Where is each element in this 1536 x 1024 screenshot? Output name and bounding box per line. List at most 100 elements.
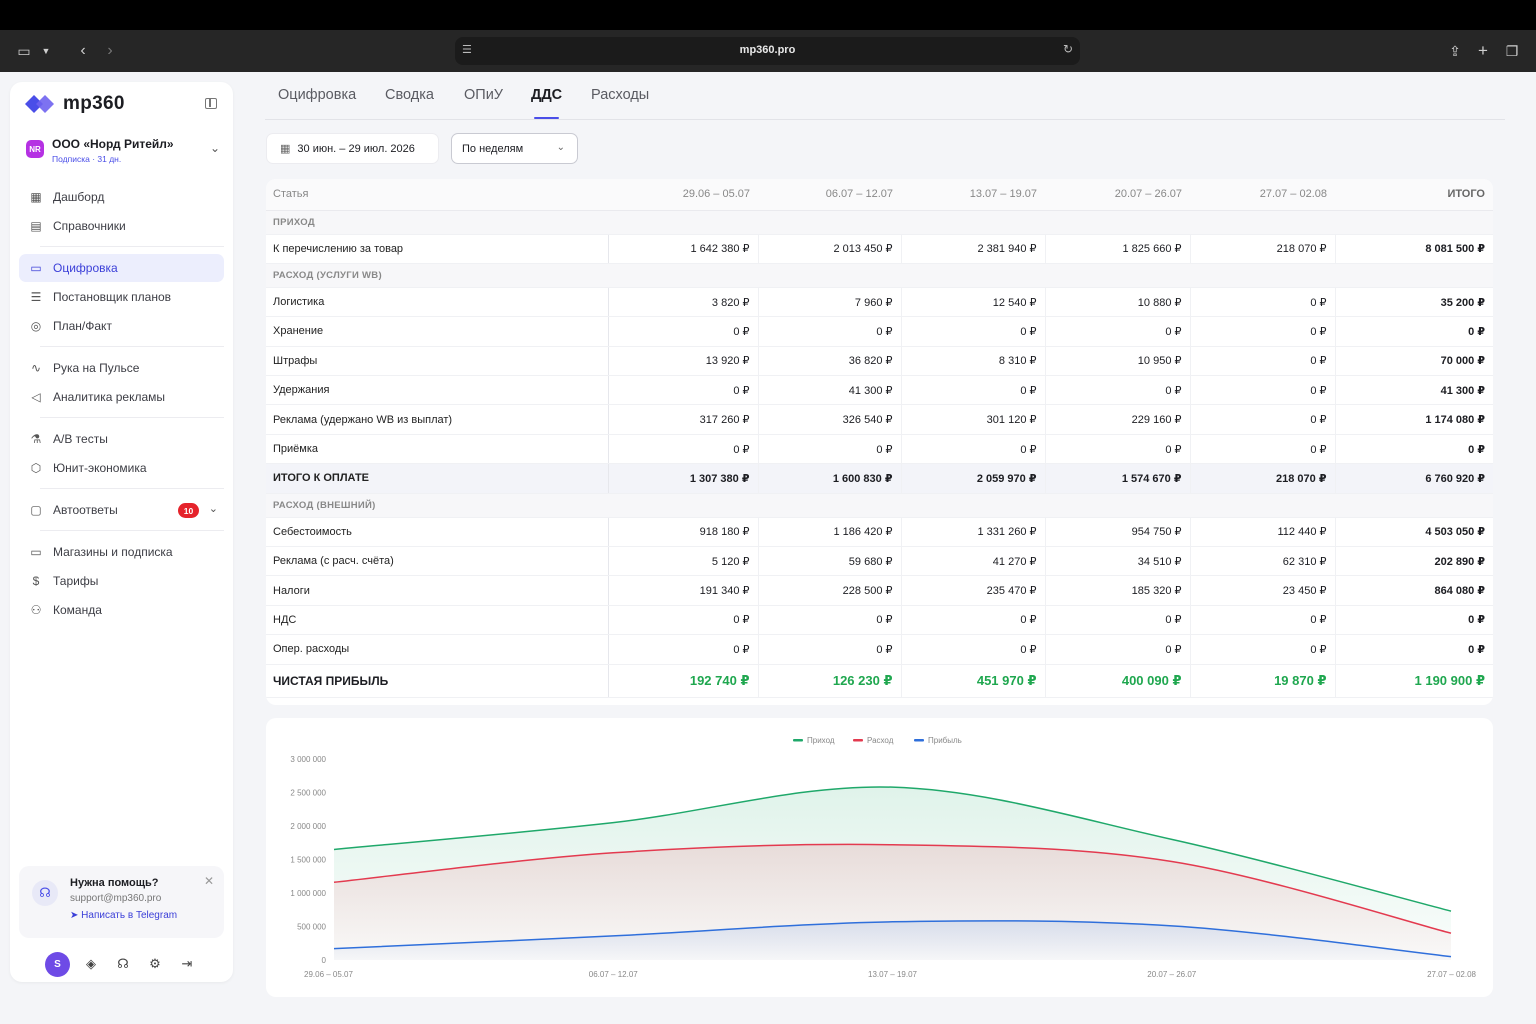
table-cell: 41 270 ₽ (900, 546, 1045, 577)
row-label: Налоги (266, 575, 609, 606)
cashflow-chart: 0 500 000 1 000 000 1 500 000 2 000 000 2 500… (266, 718, 1493, 997)
collapse-sidebar-icon[interactable] (205, 98, 217, 109)
calendar-icon: ▦ (280, 143, 291, 155)
help-email[interactable]: support@mp360.pro (70, 893, 162, 904)
chevron-down-icon[interactable]: ⌄ (208, 503, 218, 515)
sidebar-item-plan-fact[interactable]: ◎ План/Факт (19, 312, 224, 340)
tabs-overview-icon[interactable]: ❐ (1505, 42, 1519, 59)
dollar-icon: $ (32, 574, 40, 588)
table-cell: 19 870 ₽ (1189, 664, 1335, 698)
series-line-1 (333, 843, 1452, 934)
logo[interactable]: mp360 (23, 93, 125, 115)
tab-summary[interactable]: Сводка (385, 87, 434, 103)
chart-svg: 0 500 000 1 000 000 1 500 000 2 000 000 2 500… (290, 736, 1476, 979)
sidebar-item-planner[interactable]: ☰ Постановщик планов (19, 283, 224, 311)
date-range-picker[interactable]: ▦ 30 июн. – 29 июл. 2026 (266, 133, 439, 164)
back-icon[interactable]: ‹ (80, 42, 86, 59)
tab-expenses[interactable]: Расходы (591, 87, 650, 103)
address-bar[interactable]: ☰ mp360.pro ↻ (455, 37, 1080, 65)
sidebar-item-autoreplies[interactable]: ▢ Автоответы 10 ⌄ (19, 496, 224, 524)
headset-icon: ☊ (32, 880, 58, 906)
tab-digitization[interactable]: Оцифровка (278, 87, 357, 103)
legend-swatch (914, 739, 924, 742)
table-cell: 301 120 ₽ (900, 404, 1045, 435)
table-cell: 0 ₽ (757, 434, 901, 465)
series-line-2 (333, 920, 1452, 958)
tab-pnl[interactable]: ОПиУ (464, 87, 504, 103)
grouping-value: По неделям (462, 142, 524, 155)
graduation-icon[interactable]: ◈ (86, 956, 96, 971)
table-cell: 0 ₽ (1044, 605, 1190, 636)
help-card: ☊ Нужна помощь? support@mp360.pro ➤ Напи… (19, 866, 224, 938)
legend-swatch (853, 739, 863, 742)
headset-icon[interactable]: ☊ (117, 956, 129, 971)
table-body: ПРИХОД К перечислению за товар 1 642 380 ₽… (266, 210, 1493, 698)
row-total-cell: 1 174 080 ₽ (1334, 404, 1493, 435)
table-cell: 34 510 ₽ (1044, 546, 1190, 577)
sidebar-item-references[interactable]: ▤ Справочники (19, 212, 224, 240)
table-row: Реклама (с расч. счёта) 5 120 ₽59 680 ₽41… (266, 546, 1493, 577)
table-cell: 0 ₽ (900, 375, 1045, 406)
table-cell: 0 ₽ (900, 605, 1045, 636)
sidebar-item-ads-analytics[interactable]: ◁ Аналитика рекламы (19, 383, 224, 411)
row-total-cell: 4 503 050 ₽ (1334, 517, 1493, 548)
table-cell: 13 920 ₽ (607, 346, 758, 377)
column-header-week: 27.07 – 02.08 (1190, 179, 1335, 211)
close-icon[interactable]: ✕ (203, 874, 214, 888)
page-menu-icon[interactable]: ☰ (462, 44, 472, 56)
table-row: Реклама (удержано WB из выплат) 317 260 ₽… (266, 404, 1493, 435)
table-cell: 0 ₽ (1189, 375, 1335, 406)
sidebar-item-pulse[interactable]: ∿ Рука на Пульсе (19, 354, 224, 382)
sidebar-item-ab-tests[interactable]: ⚗ A/B тесты (19, 425, 224, 453)
share-icon[interactable]: ⇪ (1449, 42, 1461, 59)
table-cell: 1 186 420 ₽ (757, 517, 901, 548)
telegram-link[interactable]: ➤ Написать в Telegram (70, 910, 177, 921)
y-tick-label: 2 000 000 (290, 822, 326, 831)
y-tick-label: 500 000 (297, 923, 326, 932)
table-cell: 0 ₽ (1044, 434, 1190, 465)
grouping-select[interactable]: По неделям ⌄ (451, 133, 578, 164)
table-cell: 0 ₽ (900, 434, 1045, 465)
legend-label: Прибыль (928, 736, 962, 745)
table-cell: 8 310 ₽ (900, 346, 1045, 377)
table-section-row: РАСХОД (УСЛУГИ WB) (266, 263, 1493, 288)
org-switcher[interactable]: NR ООО «Норд Ритейл» Подписка · 31 дн. ⌄ (24, 132, 224, 172)
flask-icon: ⚗ (30, 432, 42, 446)
chat-icon: ▢ (30, 503, 42, 517)
sidebar-item-unit-economics[interactable]: ⬡ Юнит-экономика (19, 454, 224, 482)
sidebar-item-stores[interactable]: ▭ Магазины и подписка (19, 538, 224, 566)
row-label: Хранение (266, 316, 609, 347)
table-cell: 317 260 ₽ (607, 404, 758, 435)
table-row: Хранение 0 ₽0 ₽0 ₽0 ₽0 ₽0 ₽ (266, 316, 1493, 347)
table-cell: 0 ₽ (757, 634, 901, 665)
logout-icon[interactable]: ⇥ (181, 956, 193, 971)
column-header-week: 13.07 – 19.07 (901, 179, 1045, 211)
sidebar: mp360 NR ООО «Норд Ритейл» Подписка · 31… (10, 82, 233, 982)
sidebar-item-dashboard[interactable]: ▦ Дашборд (19, 183, 224, 211)
table-cell: 218 070 ₽ (1189, 463, 1335, 494)
chevron-down-icon[interactable]: ▼ (41, 46, 51, 56)
table-cell: 0 ₽ (1189, 287, 1335, 318)
table-row: К перечислению за товар 1 642 380 ₽2 013 … (266, 234, 1493, 264)
gear-icon[interactable]: ⚙ (149, 956, 161, 971)
table-cell: 2 059 970 ₽ (900, 463, 1045, 494)
total-row: ИТОГО К ОПЛАТЕ 1 307 380 ₽1 600 830 ₽2 05… (266, 463, 1493, 494)
new-tab-icon[interactable]: + (1478, 41, 1488, 60)
table-row: Приёмка 0 ₽0 ₽0 ₽0 ₽0 ₽0 ₽ (266, 434, 1493, 465)
sidebar-toggle-icon[interactable]: ▭ (17, 42, 31, 59)
reload-icon[interactable]: ↻ (1062, 42, 1073, 56)
table-cell: 228 500 ₽ (757, 575, 901, 606)
table-cell: 1 825 660 ₽ (1044, 234, 1190, 264)
table-cell: 954 750 ₽ (1044, 517, 1190, 548)
table-cell: 0 ₽ (607, 634, 758, 665)
sidebar-item-team[interactable]: ⚇ Команда (19, 596, 224, 624)
forward-icon[interactable]: › (107, 42, 113, 59)
table-cell: 451 970 ₽ (900, 664, 1045, 698)
series-line-0 (333, 786, 1452, 912)
sidebar-item-tariffs[interactable]: $ Тарифы (19, 567, 224, 595)
column-header-article: Статья (266, 179, 608, 211)
tab-cashflow[interactable]: ДДС (531, 87, 563, 103)
sidebar-item-digitization[interactable]: ▭ Оцифровка (19, 254, 224, 282)
avatar[interactable]: S (45, 951, 70, 977)
sidebar-footer: S ◈ ☊ ⚙ ⇥ (45, 951, 208, 977)
